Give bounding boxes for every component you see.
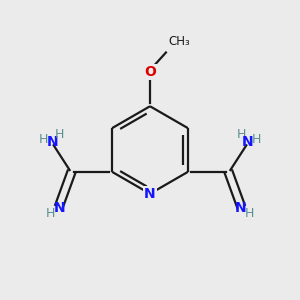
Text: CH₃: CH₃ <box>169 35 190 48</box>
Text: H: H <box>46 207 55 220</box>
Text: N: N <box>144 187 156 201</box>
Text: N: N <box>54 201 65 215</box>
Text: N: N <box>242 135 253 149</box>
Text: H: H <box>252 133 261 146</box>
Text: H: H <box>245 207 254 220</box>
Text: H: H <box>54 128 64 141</box>
Text: N: N <box>46 135 58 149</box>
Text: N: N <box>235 201 246 215</box>
Text: H: H <box>236 128 246 141</box>
Text: H: H <box>39 133 48 146</box>
Text: O: O <box>144 65 156 79</box>
